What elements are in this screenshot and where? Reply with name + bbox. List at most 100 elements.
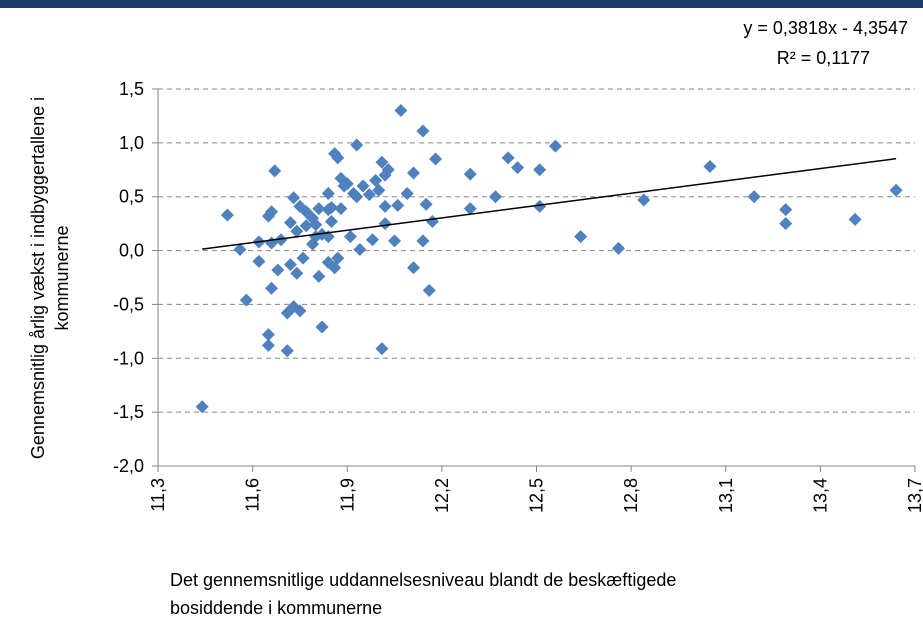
point: [315, 320, 329, 334]
point: [331, 151, 345, 165]
point: [416, 234, 430, 248]
point: [274, 233, 288, 247]
x-tick-label: 11,6: [243, 478, 263, 512]
point: [375, 342, 389, 356]
point: [328, 261, 342, 275]
point: [612, 241, 626, 255]
point: [312, 202, 326, 216]
point: [296, 251, 310, 265]
point: [703, 160, 717, 174]
point: [340, 177, 354, 191]
point: [511, 161, 525, 175]
point: [239, 293, 253, 307]
point: [779, 203, 793, 217]
point: [406, 166, 420, 180]
y-axis-title: kommunerne: [52, 225, 72, 330]
point: [287, 191, 301, 205]
point: [324, 214, 338, 228]
point: [280, 344, 294, 358]
point: [416, 124, 430, 138]
point: [394, 104, 408, 118]
y-tick-label: 1,0: [119, 133, 144, 153]
point: [299, 219, 313, 233]
point: [233, 242, 247, 256]
x-tick-label: 11,3: [148, 478, 168, 512]
point: [261, 328, 275, 342]
point: [548, 139, 562, 153]
point: [779, 217, 793, 231]
point: [419, 197, 433, 211]
x-tick-label: 13,1: [716, 478, 736, 513]
point: [501, 151, 515, 165]
point: [848, 212, 862, 226]
point: [747, 190, 761, 204]
point: [533, 163, 547, 177]
x-tick-label: 11,9: [337, 478, 357, 512]
point: [290, 224, 304, 238]
y-axis-title: Gennemsnitlig årlig vækst i indbyggertal…: [28, 97, 48, 459]
x-axis-title: bosiddende i kommunerne: [170, 598, 382, 618]
x-tick-label: 12,5: [527, 478, 547, 513]
point: [425, 214, 439, 228]
point: [378, 199, 392, 213]
point: [365, 233, 379, 247]
point: [334, 202, 348, 216]
point: [268, 164, 282, 178]
x-tick-label: 12,8: [621, 478, 641, 513]
point: [343, 230, 357, 244]
point: [400, 186, 414, 200]
point: [429, 152, 443, 166]
point: [252, 254, 266, 268]
point: [533, 199, 547, 213]
point: [488, 190, 502, 204]
point: [574, 230, 588, 244]
point: [283, 258, 297, 272]
point: [261, 338, 275, 352]
x-tick-label: 13,7: [905, 478, 923, 513]
y-tick-label: 0,0: [119, 241, 144, 261]
point: [350, 190, 364, 204]
point: [381, 163, 395, 177]
top-bar: [0, 0, 923, 8]
point: [463, 167, 477, 181]
point: [391, 198, 405, 212]
y-tick-label: 1,5: [119, 79, 144, 99]
y-tick-label: -1,5: [113, 402, 144, 422]
x-tick-label: 12,2: [432, 478, 452, 513]
point: [369, 174, 383, 188]
point: [220, 208, 234, 222]
point: [265, 281, 279, 295]
y-tick-label: -1,0: [113, 348, 144, 368]
point: [353, 242, 367, 256]
point: [356, 179, 370, 193]
equation: y = 0,3818x - 4,3547: [743, 18, 908, 38]
point: [271, 263, 285, 277]
point: [195, 400, 209, 414]
point: [637, 193, 651, 207]
point: [350, 138, 364, 152]
point: [324, 200, 338, 214]
point: [422, 283, 436, 297]
point: [290, 266, 304, 280]
r-squared: R² = 0,1177: [777, 48, 870, 68]
point: [375, 155, 389, 169]
y-tick-label: -2,0: [113, 456, 144, 476]
point: [293, 304, 307, 318]
point: [372, 183, 386, 197]
point: [309, 218, 323, 232]
point: [378, 217, 392, 231]
point: [362, 188, 376, 202]
point: [406, 261, 420, 275]
point: [388, 234, 402, 248]
point: [889, 183, 903, 197]
y-tick-label: -0,5: [113, 294, 144, 314]
point: [321, 186, 335, 200]
trendline: [202, 157, 897, 250]
point: [463, 202, 477, 216]
point: [265, 205, 279, 219]
y-tick-label: 0,5: [119, 187, 144, 207]
point: [312, 269, 326, 283]
x-axis-title: Det gennemsnitlige uddannelsesniveau bla…: [170, 570, 676, 590]
